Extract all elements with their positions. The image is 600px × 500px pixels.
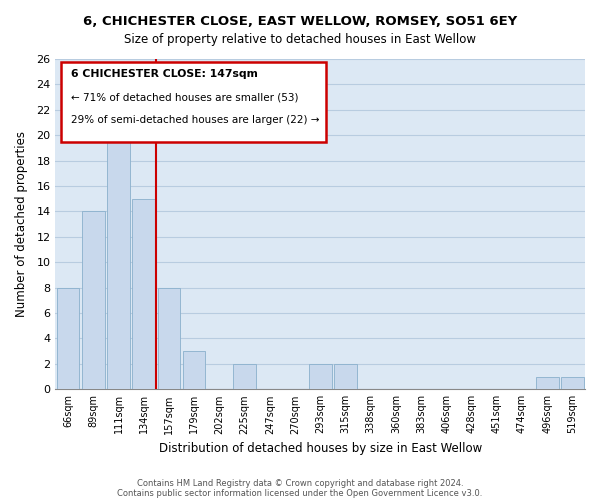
Bar (233, 364, 256, 390)
Text: 6, CHICHESTER CLOSE, EAST WELLOW, ROMSEY, SO51 6EY: 6, CHICHESTER CLOSE, EAST WELLOW, ROMSEY… (83, 15, 517, 28)
Text: 29% of semi-detached houses are larger (22) →: 29% of semi-detached houses are larger (… (71, 115, 320, 125)
Bar (183, 351, 205, 390)
Bar (158, 288, 180, 390)
Bar (561, 376, 584, 390)
Bar (133, 198, 155, 390)
Bar (334, 364, 357, 390)
Y-axis label: Number of detached properties: Number of detached properties (15, 131, 28, 317)
Text: Contains HM Land Registry data © Crown copyright and database right 2024.: Contains HM Land Registry data © Crown c… (137, 478, 463, 488)
Text: ← 71% of detached houses are smaller (53): ← 71% of detached houses are smaller (53… (71, 92, 299, 102)
X-axis label: Distribution of detached houses by size in East Wellow: Distribution of detached houses by size … (158, 442, 482, 455)
Bar (107, 110, 130, 390)
Bar (57, 288, 79, 390)
Text: 6 CHICHESTER CLOSE: 147sqm: 6 CHICHESTER CLOSE: 147sqm (71, 69, 258, 79)
Bar (309, 364, 332, 390)
FancyBboxPatch shape (61, 62, 326, 142)
Bar (82, 212, 104, 390)
Text: Size of property relative to detached houses in East Wellow: Size of property relative to detached ho… (124, 32, 476, 46)
Bar (536, 376, 559, 390)
Text: Contains public sector information licensed under the Open Government Licence v3: Contains public sector information licen… (118, 488, 482, 498)
